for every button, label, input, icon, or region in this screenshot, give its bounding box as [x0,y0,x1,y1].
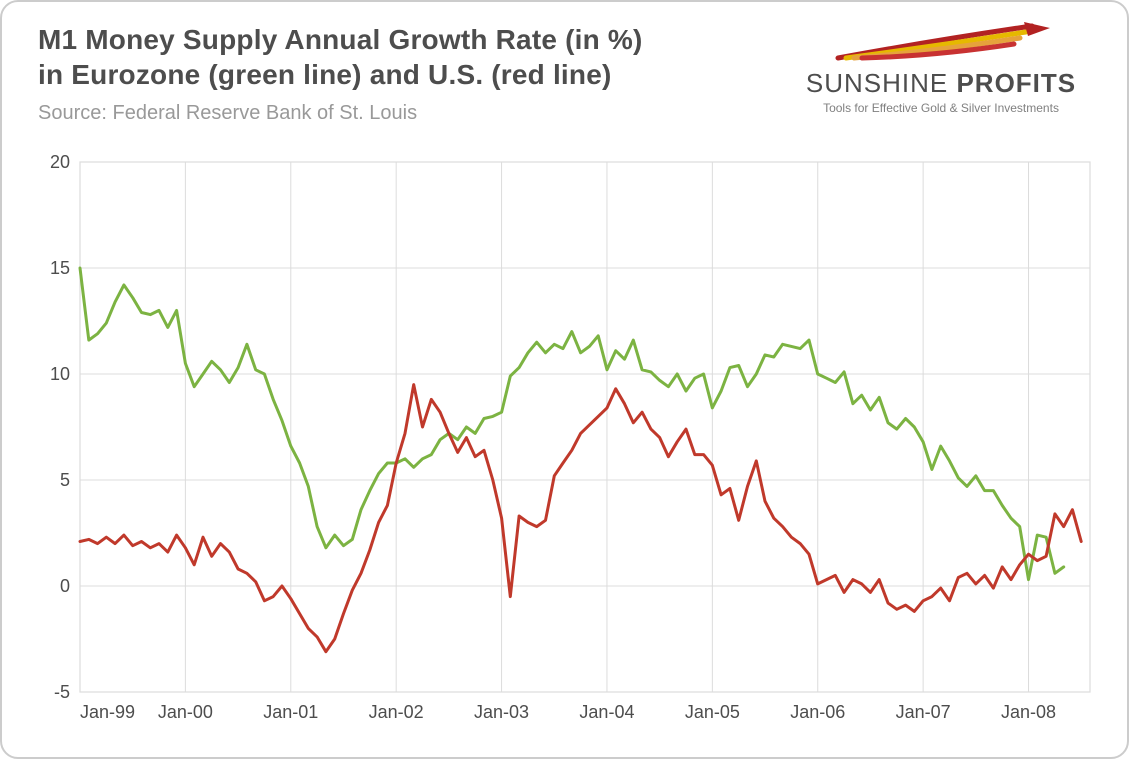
x-tick-label: Jan-99 [80,702,135,722]
y-tick-label: 0 [60,576,70,596]
x-tick-label: Jan-08 [1001,702,1056,722]
chart-card: M1 Money Supply Annual Growth Rate (in %… [0,0,1129,759]
chart-svg: -5 0 5 10 15 20 Jan-99 Jan-00 Jan-01 Jan-02 Jan-03… [32,152,1102,732]
y-tick-label: 20 [50,152,70,172]
x-tick-label: Jan-03 [474,702,529,722]
x-tick-label: Jan-05 [685,702,740,722]
y-tick-label: 15 [50,258,70,278]
logo-brand-part1: SUNSHINE [806,68,948,98]
y-tick-label: 10 [50,364,70,384]
x-tick-label: Jan-01 [263,702,318,722]
y-tick-label: 5 [60,470,70,490]
x-tick-label: Jan-04 [579,702,634,722]
y-tick-label: -5 [54,682,70,702]
x-tick-label: Jan-06 [790,702,845,722]
brand-logo: SUNSHINE PROFITS Tools for Effective Gol… [791,18,1091,115]
title-line-1: M1 Money Supply Annual Growth Rate (in %… [38,24,643,55]
x-tick-label: Jan-07 [896,702,951,722]
logo-brand-text: SUNSHINE PROFITS [791,68,1091,99]
logo-swoosh-icon [826,18,1056,66]
logo-brand-part2: PROFITS [956,68,1076,98]
title-line-2: in Eurozone (green line) and U.S. (red l… [38,59,612,90]
x-tick-label: Jan-00 [158,702,213,722]
x-tick-label: Jan-02 [369,702,424,722]
line-chart: -5 0 5 10 15 20 Jan-99 Jan-00 Jan-01 Jan-02 Jan-03… [32,152,1102,732]
logo-tagline: Tools for Effective Gold & Silver Invest… [791,101,1091,115]
